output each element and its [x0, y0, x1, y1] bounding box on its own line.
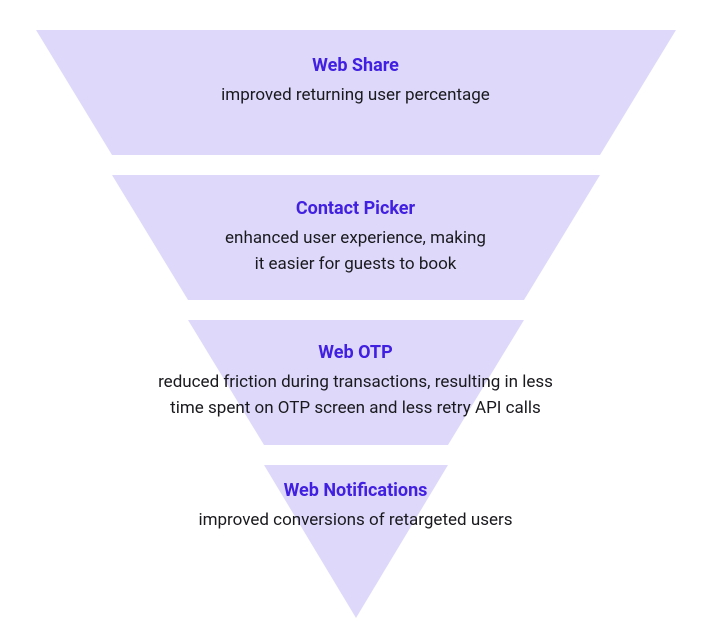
funnel-stage-3: Web Notifications improved conversions o…: [0, 480, 711, 533]
funnel-stage-1-body: enhanced user experience, making it easi…: [0, 225, 711, 278]
funnel-stage-2-body: reduced friction during transactions, re…: [0, 369, 711, 422]
funnel-stage-2-title: Web OTP: [0, 342, 711, 363]
funnel-stage-1-title: Contact Picker: [0, 198, 711, 219]
funnel-stage-1: Contact Picker enhanced user experience,…: [0, 198, 711, 278]
funnel-stage-0-body: improved returning user percentage: [0, 82, 711, 108]
funnel-stage-0: Web Share improved returning user percen…: [0, 55, 711, 108]
funnel-stage-3-title: Web Notifications: [0, 480, 711, 501]
funnel-stage-3-body: improved conversions of retargeted users: [0, 507, 711, 533]
funnel-stage-0-title: Web Share: [0, 55, 711, 76]
funnel-stage-2: Web OTP reduced friction during transact…: [0, 342, 711, 422]
funnel-diagram: Web Share improved returning user percen…: [0, 0, 711, 627]
funnel-content: Web Share improved returning user percen…: [0, 0, 711, 627]
